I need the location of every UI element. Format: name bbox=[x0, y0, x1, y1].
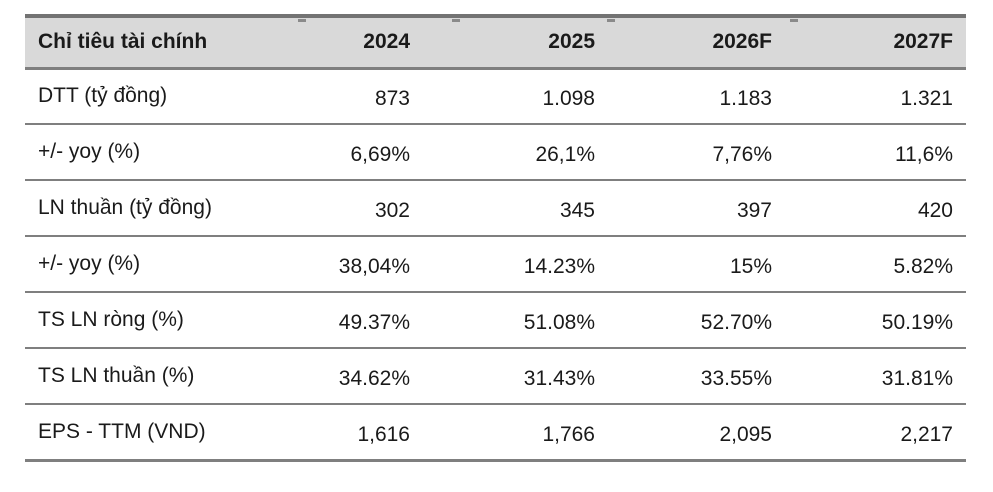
column-header-2025: 2025 bbox=[423, 14, 608, 70]
table-header-row: Chỉ tiêu tài chính 2024 2025 2026F 2027F bbox=[25, 14, 966, 70]
row-label: DTT (tỷ đồng) bbox=[25, 68, 238, 125]
crop-artifact-mark bbox=[790, 19, 798, 22]
cell-value: 33.55% bbox=[608, 348, 785, 405]
cell-value: 52.70% bbox=[608, 292, 785, 349]
column-header-2024: 2024 bbox=[238, 14, 423, 70]
cell-value: 34.62% bbox=[238, 348, 423, 405]
crop-artifact-mark bbox=[452, 19, 460, 22]
table-row-eps-ttm: EPS - TTM (VND) 1,616 1,766 2,095 2,217 bbox=[25, 404, 966, 462]
table-row-ln-thuan: LN thuần (tỷ đồng) 302 345 397 420 bbox=[25, 180, 966, 237]
row-label: LN thuần (tỷ đồng) bbox=[25, 180, 238, 237]
row-label: +/- yoy (%) bbox=[25, 236, 238, 293]
cell-value: 1,766 bbox=[423, 404, 608, 462]
cell-value: 38,04% bbox=[238, 236, 423, 293]
table-row-ln-thuan-yoy: +/- yoy (%) 38,04% 14.23% 15% 5.82% bbox=[25, 236, 966, 293]
cell-value: 1,616 bbox=[238, 404, 423, 462]
financial-table: Chỉ tiêu tài chính 2024 2025 2026F 2027F… bbox=[25, 14, 966, 462]
cell-value: 15% bbox=[608, 236, 785, 293]
cell-value: 5.82% bbox=[785, 236, 966, 293]
cell-value: 1.183 bbox=[608, 68, 785, 125]
cell-value: 873 bbox=[238, 68, 423, 125]
cell-value: 51.08% bbox=[423, 292, 608, 349]
cell-value: 2,095 bbox=[608, 404, 785, 462]
cell-value: 345 bbox=[423, 180, 608, 237]
financial-metrics-table: Chỉ tiêu tài chính 2024 2025 2026F 2027F… bbox=[25, 14, 966, 462]
row-label: TS LN thuần (%) bbox=[25, 348, 238, 405]
cell-value: 31.43% bbox=[423, 348, 608, 405]
row-label: EPS - TTM (VND) bbox=[25, 404, 238, 462]
table-row-dtt-yoy: +/- yoy (%) 6,69% 26,1% 7,76% 11,6% bbox=[25, 124, 966, 181]
column-header-2026f: 2026F bbox=[608, 14, 785, 70]
cell-value: 302 bbox=[238, 180, 423, 237]
table-row-ts-ln-thuan: TS LN thuần (%) 34.62% 31.43% 33.55% 31.… bbox=[25, 348, 966, 405]
cell-value: 26,1% bbox=[423, 124, 608, 181]
cell-value: 397 bbox=[608, 180, 785, 237]
table-row-ts-ln-rong: TS LN ròng (%) 49.37% 51.08% 52.70% 50.1… bbox=[25, 292, 966, 349]
cell-value: 31.81% bbox=[785, 348, 966, 405]
cell-value: 1.321 bbox=[785, 68, 966, 125]
cell-value: 49.37% bbox=[238, 292, 423, 349]
crop-artifact-mark bbox=[298, 19, 306, 22]
cell-value: 2,217 bbox=[785, 404, 966, 462]
row-label: +/- yoy (%) bbox=[25, 124, 238, 181]
table-row-dtt: DTT (tỷ đồng) 873 1.098 1.183 1.321 bbox=[25, 68, 966, 125]
cell-value: 1.098 bbox=[423, 68, 608, 125]
cell-value: 6,69% bbox=[238, 124, 423, 181]
cell-value: 50.19% bbox=[785, 292, 966, 349]
cell-value: 7,76% bbox=[608, 124, 785, 181]
row-label: TS LN ròng (%) bbox=[25, 292, 238, 349]
cell-value: 14.23% bbox=[423, 236, 608, 293]
column-header-metric: Chỉ tiêu tài chính bbox=[25, 14, 238, 70]
cell-value: 420 bbox=[785, 180, 966, 237]
column-header-2027f: 2027F bbox=[785, 14, 966, 70]
crop-artifact-mark bbox=[607, 19, 615, 22]
cell-value: 11,6% bbox=[785, 124, 966, 181]
